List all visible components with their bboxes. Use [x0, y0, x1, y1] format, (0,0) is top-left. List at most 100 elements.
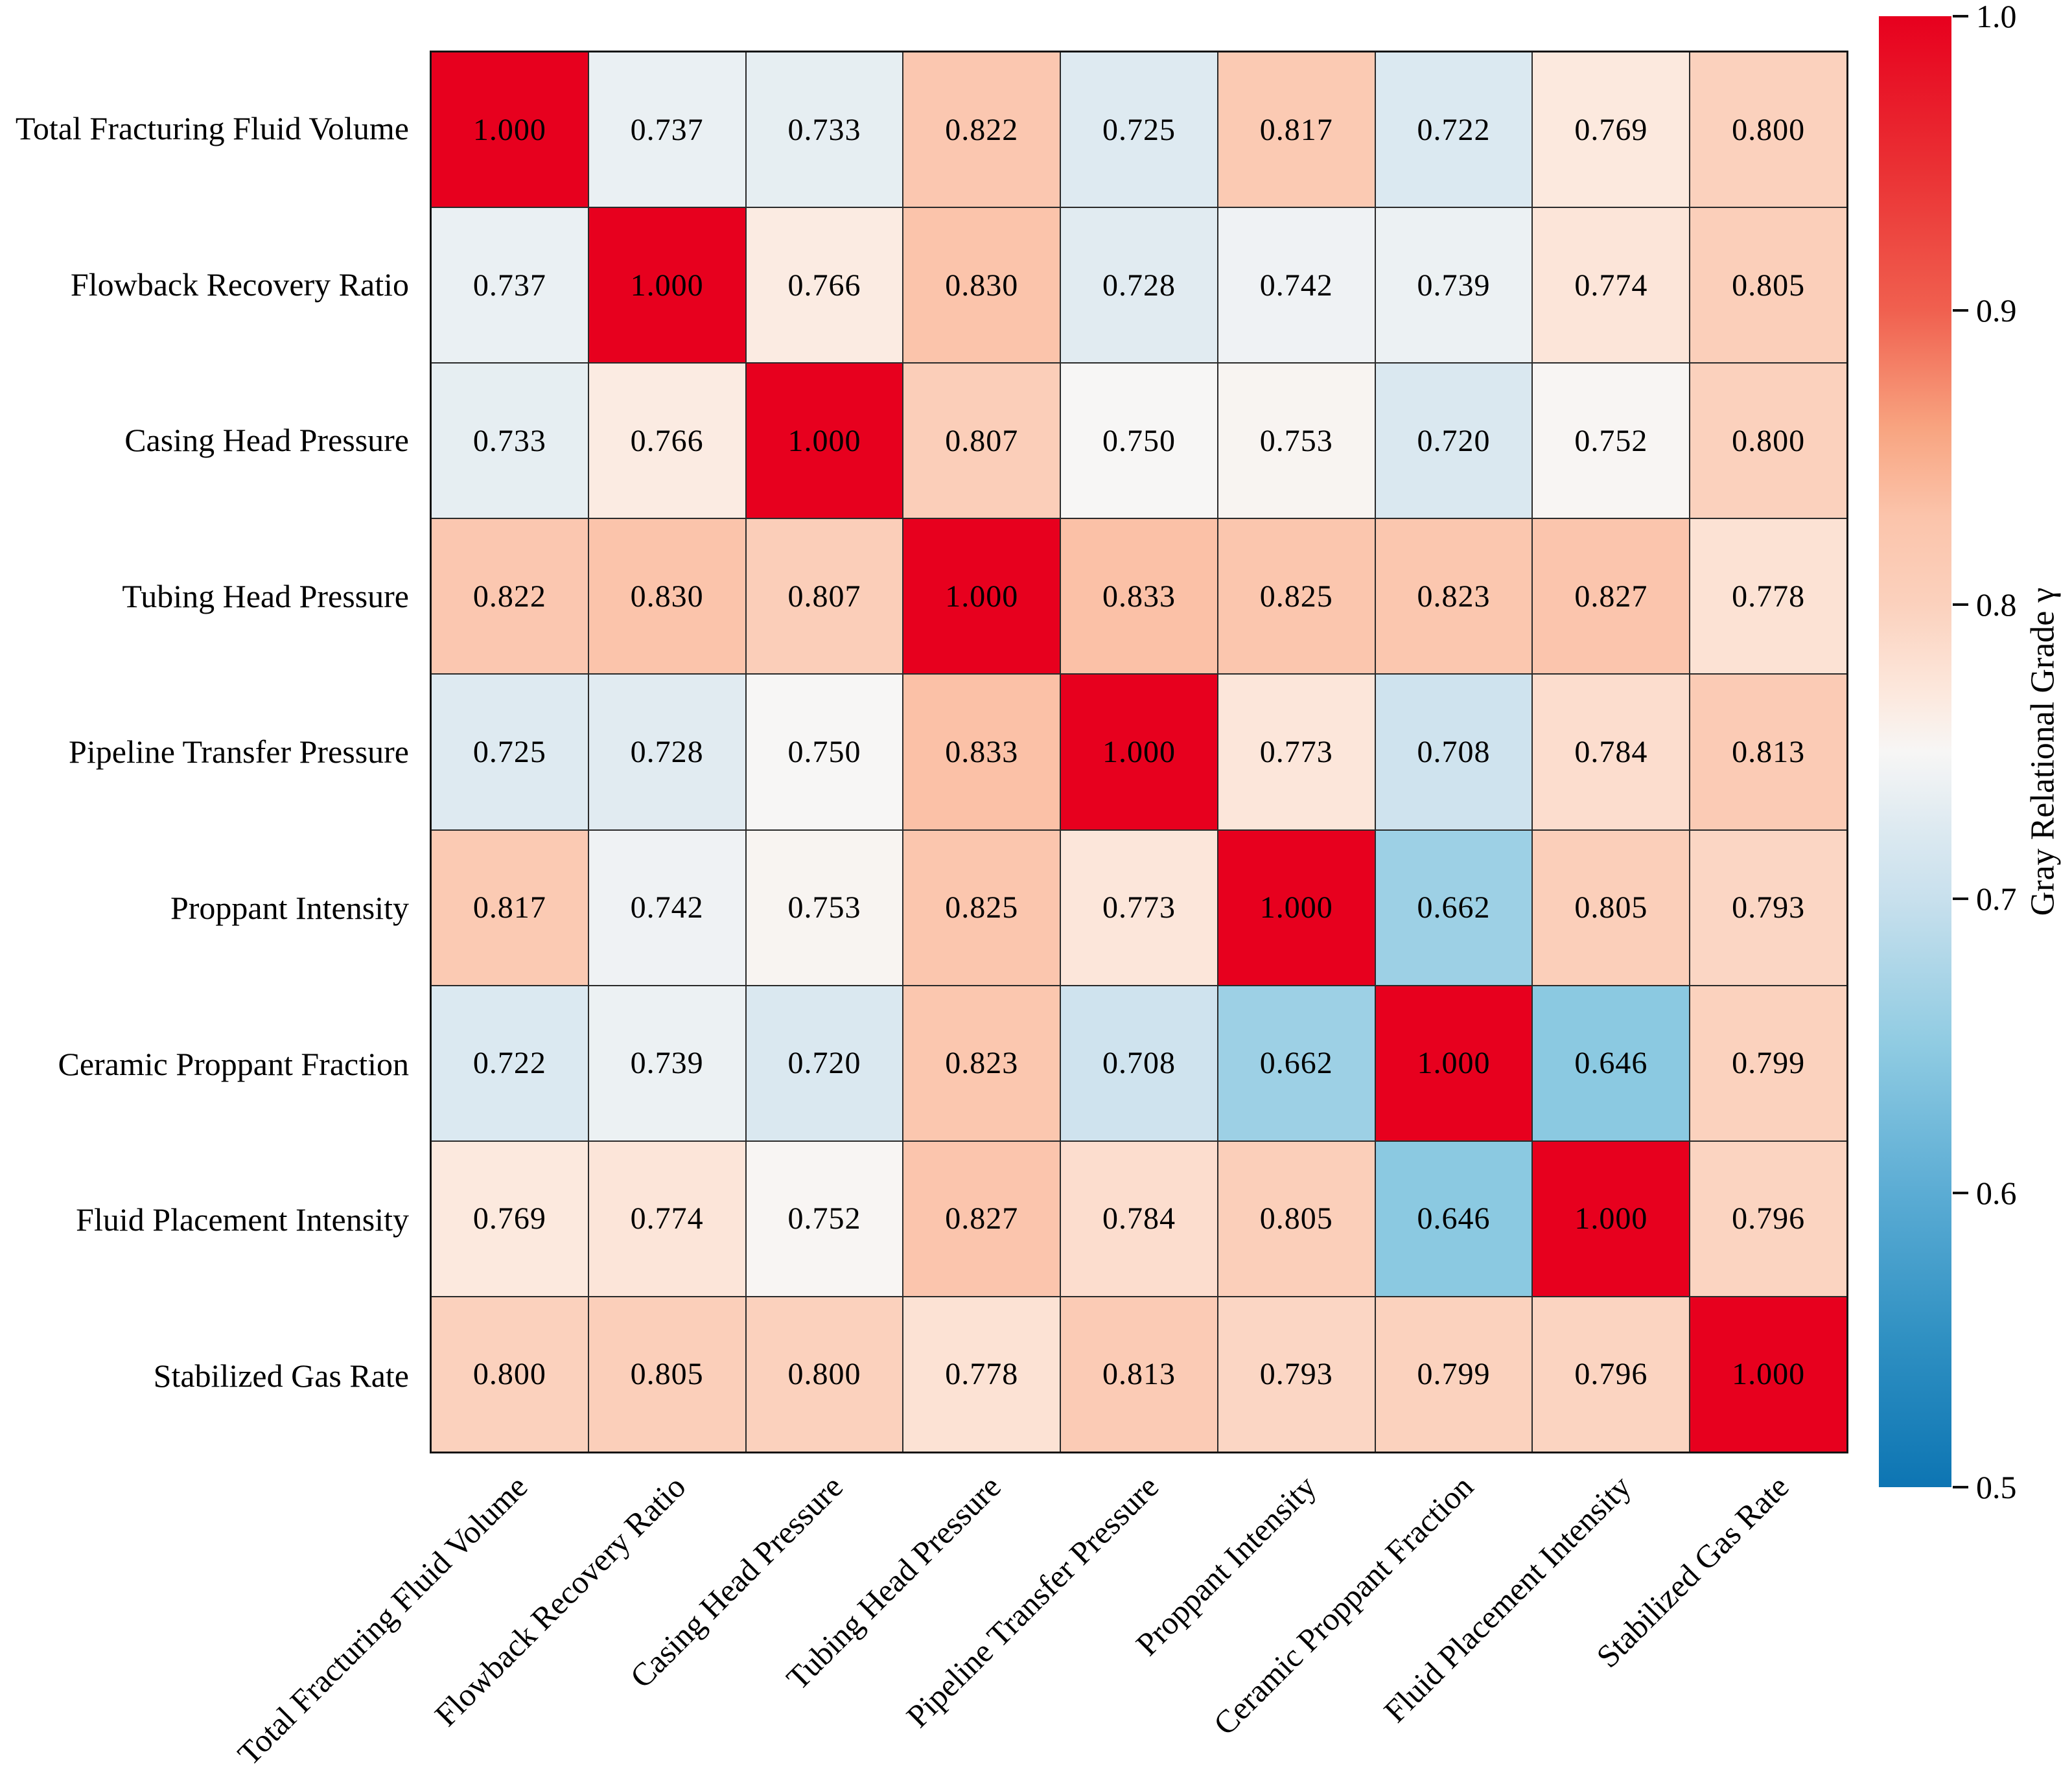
- colorbar-axis-label: Gray Relational Grade γ: [2024, 587, 2062, 916]
- heatmap-cell: 0.722: [432, 986, 588, 1140]
- heatmap-cell: 0.739: [1375, 208, 1532, 363]
- heatmap-cell: 0.773: [1218, 675, 1375, 829]
- heatmap-cell: 1.000: [1375, 986, 1532, 1140]
- heatmap-cell: 0.778: [903, 1297, 1060, 1452]
- heatmap-cell: 0.766: [746, 208, 903, 363]
- heatmap-cell: 0.753: [1218, 364, 1375, 518]
- y-axis-label: Stabilized Gas Rate: [153, 1357, 409, 1394]
- heatmap-cell: 1.000: [903, 519, 1060, 674]
- heatmap-cell: 0.805: [588, 1297, 745, 1452]
- heatmap-cell: 0.733: [432, 364, 588, 518]
- y-axis-label: Ceramic Proppant Fraction: [58, 1045, 409, 1082]
- heatmap-cell: 0.646: [1375, 1141, 1532, 1296]
- heatmap-cell: 0.742: [588, 830, 745, 985]
- x-axis-label: Ceramic Proppant Fraction: [1206, 1468, 1481, 1742]
- heatmap-cell: 0.822: [432, 519, 588, 674]
- heatmap-cell: 0.708: [1375, 675, 1532, 829]
- heatmap-cell: 0.769: [432, 1141, 588, 1296]
- heatmap-cell: 0.773: [1061, 830, 1217, 985]
- colorbar-tick-mark: [1953, 309, 1968, 312]
- heatmap-cell: 0.796: [1690, 1141, 1846, 1296]
- heatmap-cell: 0.739: [588, 986, 745, 1140]
- y-axis-label: Flowback Recovery Ratio: [70, 266, 409, 303]
- heatmap-cell: 0.807: [746, 519, 903, 674]
- heatmap-cell: 0.807: [903, 364, 1060, 518]
- colorbar-tick-label: 0.5: [1976, 1469, 2017, 1505]
- heatmap-cell: 0.728: [588, 675, 745, 829]
- colorbar-tick-mark: [1953, 15, 1968, 17]
- heatmap-cell: 0.800: [1690, 52, 1846, 207]
- heatmap-cell: 1.000: [1218, 830, 1375, 985]
- heatmap-cell: 0.737: [588, 52, 745, 207]
- heatmap-cell: 0.800: [746, 1297, 903, 1452]
- heatmap-cell: 0.752: [746, 1141, 903, 1296]
- y-axis-label: Total Fracturing Fluid Volume: [15, 110, 409, 147]
- heatmap-cell: 0.646: [1533, 986, 1690, 1140]
- heatmap-cell: 0.737: [432, 208, 588, 363]
- heatmap-cell: 0.774: [1533, 208, 1690, 363]
- heatmap-cell: 0.662: [1375, 830, 1532, 985]
- heatmap-cell: 0.774: [588, 1141, 745, 1296]
- x-axis-label: Total Fracturing Fluid Volume: [231, 1468, 535, 1772]
- y-axis-label: Tubing Head Pressure: [122, 577, 409, 614]
- colorbar-tick-mark: [1953, 1192, 1968, 1194]
- heatmap-cell: 0.733: [746, 52, 903, 207]
- colorbar-tick-mark: [1953, 1486, 1968, 1488]
- heatmap-cell: 0.778: [1690, 519, 1846, 674]
- colorbar-tick-label: 0.6: [1976, 1175, 2017, 1211]
- heatmap-cell: 0.830: [588, 519, 745, 674]
- y-axis-label: Casing Head Pressure: [124, 422, 409, 459]
- colorbar-tick-mark: [1953, 897, 1968, 900]
- heatmap-cell: 0.725: [1061, 52, 1217, 207]
- heatmap-cell: 0.720: [1375, 364, 1532, 518]
- heatmap-grid: 1.000 0.737 0.733 0.822 0.725 0.817 0.722 0.769…: [430, 51, 1848, 1453]
- heatmap-cell: 0.662: [1218, 986, 1375, 1140]
- heatmap-cell: 0.750: [746, 675, 903, 829]
- heatmap-cell: 0.805: [1533, 830, 1690, 985]
- x-axis-label: Flowback Recovery Ratio: [427, 1468, 693, 1733]
- heatmap-cell: 0.823: [903, 986, 1060, 1140]
- heatmap-cell: 0.750: [1061, 364, 1217, 518]
- heatmap-cell: 0.825: [1218, 519, 1375, 674]
- heatmap-cell: 0.769: [1533, 52, 1690, 207]
- heatmap-cell: 0.720: [746, 986, 903, 1140]
- heatmap-cell: 0.722: [1375, 52, 1532, 207]
- heatmap-cell: 0.825: [903, 830, 1060, 985]
- heatmap-cell: 0.799: [1375, 1297, 1532, 1452]
- heatmap-cell: 0.823: [1375, 519, 1532, 674]
- heatmap-cell: 0.827: [1533, 519, 1690, 674]
- heatmap-cell: 0.833: [1061, 519, 1217, 674]
- heatmap-cell: 0.766: [588, 364, 745, 518]
- x-axis-label: Pipeline Transfer Pressure: [899, 1468, 1165, 1735]
- heatmap-cell: 0.822: [903, 52, 1060, 207]
- colorbar-tick-label: 0.9: [1976, 292, 2017, 329]
- heatmap-cell: 0.753: [746, 830, 903, 985]
- y-axis-label: Pipeline Transfer Pressure: [69, 734, 409, 770]
- heatmap-cell: 0.833: [903, 675, 1060, 829]
- heatmap-cell: 0.728: [1061, 208, 1217, 363]
- heatmap-cell: 0.817: [1218, 52, 1375, 207]
- colorbar-tick-label: 0.8: [1976, 586, 2017, 623]
- heatmap-cell: 0.725: [432, 675, 588, 829]
- heatmap-cell: 1.000: [432, 52, 588, 207]
- heatmap-cell: 0.708: [1061, 986, 1217, 1140]
- heatmap-cell: 0.827: [903, 1141, 1060, 1296]
- heatmap-cell: 0.793: [1218, 1297, 1375, 1452]
- heatmap-cell: 1.000: [1061, 675, 1217, 829]
- heatmap-cell: 1.000: [588, 208, 745, 363]
- heatmap-cell: 0.793: [1690, 830, 1846, 985]
- colorbar-tick-mark: [1953, 603, 1968, 606]
- heatmap-cell: 0.805: [1218, 1141, 1375, 1296]
- heatmap-cell: 0.752: [1533, 364, 1690, 518]
- heatmap-cell: 0.742: [1218, 208, 1375, 363]
- y-axis-label: Proppant Intensity: [170, 890, 409, 927]
- heatmap-cell: 1.000: [746, 364, 903, 518]
- colorbar-tick-label: 0.7: [1976, 881, 2017, 917]
- heatmap-cell: 0.800: [432, 1297, 588, 1452]
- colorbar-gradient: [1879, 16, 1951, 1487]
- heatmap-cell: 0.805: [1690, 208, 1846, 363]
- heatmap-cell: 0.784: [1533, 675, 1690, 829]
- heatmap-cell: 1.000: [1533, 1141, 1690, 1296]
- heatmap-cell: 0.813: [1061, 1297, 1217, 1452]
